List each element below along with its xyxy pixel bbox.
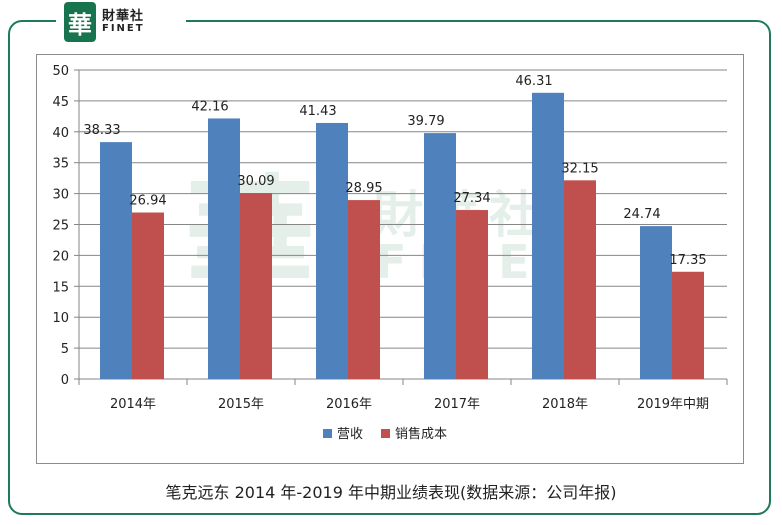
data-label-revenue: 38.33: [83, 123, 120, 138]
bar-cost: [348, 200, 380, 379]
finet-logo: 華 財華社 FINET: [56, 0, 186, 44]
data-label-revenue: 41.43: [299, 104, 336, 119]
logo-badge: 華: [64, 2, 96, 42]
data-label-revenue: 39.79: [407, 114, 444, 129]
data-label-cost: 26.94: [129, 194, 166, 209]
y-tick-label: 15: [52, 280, 69, 295]
bar-revenue: [640, 226, 672, 379]
bar-cost: [456, 210, 488, 379]
y-tick-label: 20: [52, 249, 69, 264]
bar-revenue: [424, 133, 456, 379]
data-label-cost: 32.15: [561, 161, 598, 176]
y-tick-label: 10: [52, 311, 69, 326]
y-tick-label: 5: [61, 342, 69, 357]
legend-swatch-cost: [381, 429, 390, 438]
bar-cost: [672, 271, 704, 379]
chart-area-border: [36, 54, 744, 464]
data-label-revenue: 42.16: [191, 99, 228, 114]
x-tick-label: 2018年: [542, 397, 588, 412]
x-tick-label: 2017年: [434, 397, 480, 412]
legend-label-revenue: 营收: [337, 427, 363, 442]
x-tick-label: 2015年: [218, 397, 264, 412]
y-tick-label: 25: [52, 219, 69, 234]
x-tick-label: 2016年: [326, 397, 372, 412]
y-tick-label: 0: [61, 373, 69, 388]
bar-revenue: [208, 118, 240, 379]
chart-caption: 笔克远东 2014 年-2019 年中期业绩表现(数据来源：公司年报): [165, 483, 617, 502]
data-label-cost: 30.09: [237, 174, 274, 189]
y-tick-label: 50: [52, 64, 69, 79]
data-label-cost: 27.34: [453, 191, 490, 206]
y-tick-label: 30: [52, 188, 69, 203]
logo-name-en: FINET: [102, 22, 145, 34]
bar-cost: [240, 193, 272, 379]
y-tick-label: 35: [52, 157, 69, 172]
data-label-cost: 28.95: [345, 181, 382, 196]
logo-name-cn: 財華社: [102, 8, 145, 24]
bar-cost: [564, 180, 596, 379]
bar-revenue: [316, 122, 348, 380]
data-label-cost: 17.35: [669, 253, 706, 268]
legend-label-cost: 销售成本: [395, 426, 447, 442]
bar-cost: [132, 212, 164, 379]
logo-text: 財華社 FINET: [102, 10, 145, 34]
x-tick-label: 2014年: [110, 397, 156, 412]
data-label-revenue: 24.74: [623, 207, 660, 222]
data-label-revenue: 46.31: [515, 74, 552, 89]
bar-revenue: [100, 142, 132, 379]
y-tick-label: 40: [52, 126, 69, 141]
bar-revenue: [532, 92, 564, 379]
y-tick-label: 45: [52, 95, 69, 110]
x-tick-label: 2019年中期: [637, 397, 709, 412]
legend-swatch-revenue: [323, 429, 332, 438]
